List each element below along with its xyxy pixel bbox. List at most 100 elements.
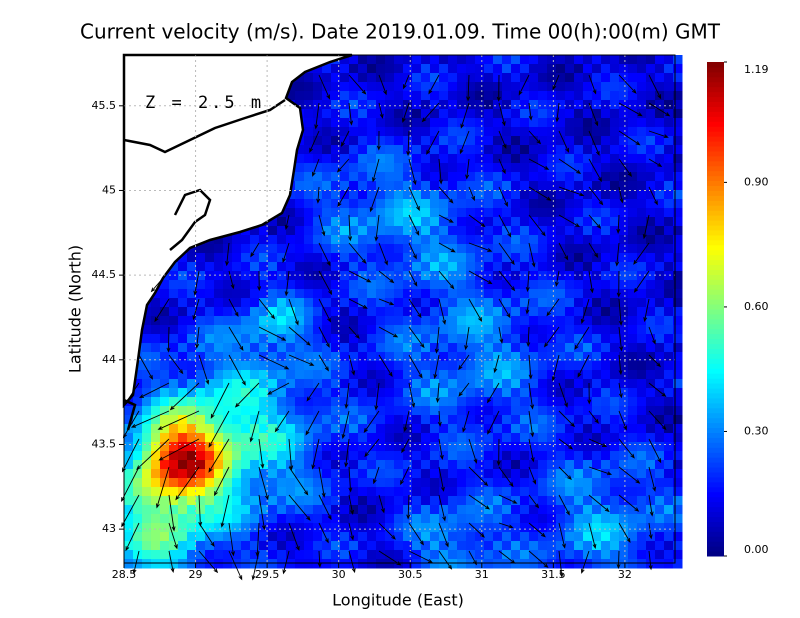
field-cell	[187, 496, 197, 506]
field-cell	[322, 550, 332, 560]
field-cell	[610, 334, 620, 344]
field-cell	[331, 397, 341, 407]
field-cell	[178, 460, 188, 470]
field-cell	[475, 154, 485, 164]
field-cell	[340, 397, 350, 407]
field-cell	[565, 433, 575, 443]
field-cell	[385, 532, 395, 542]
field-cell	[124, 559, 134, 569]
field-cell	[196, 262, 206, 272]
field-cell	[331, 271, 341, 281]
field-cell	[349, 289, 359, 299]
field-cell	[241, 460, 251, 470]
field-cell	[304, 487, 314, 497]
field-cell	[673, 271, 683, 281]
field-cell	[349, 424, 359, 434]
arrow	[316, 186, 321, 204]
field-cell	[502, 91, 512, 101]
field-cell	[511, 496, 521, 506]
coast-inland	[123, 398, 137, 431]
field-cell	[367, 253, 377, 263]
field-cell	[412, 136, 422, 146]
field-cell	[376, 64, 386, 74]
field-cell	[394, 127, 404, 137]
field-cell	[601, 334, 611, 344]
field-cell	[178, 334, 188, 344]
field-cell	[565, 451, 575, 461]
colorbar-swatch	[707, 116, 724, 122]
colorbar-swatch	[707, 234, 724, 241]
field-cell	[520, 415, 530, 425]
field-cell	[142, 424, 152, 434]
field-cell	[547, 469, 557, 479]
field-cell	[295, 172, 305, 182]
field-cell	[637, 109, 647, 119]
field-cell	[610, 82, 620, 92]
field-cell	[556, 514, 566, 524]
field-cell	[547, 541, 557, 551]
field-cell	[655, 451, 665, 461]
field-cell	[484, 127, 494, 137]
field-cell	[250, 298, 260, 308]
field-cell	[241, 235, 251, 245]
field-cell	[313, 127, 323, 137]
field-cell	[313, 235, 323, 245]
field-cell	[448, 226, 458, 236]
field-cell	[142, 397, 152, 407]
field-cell	[385, 217, 395, 227]
field-cell	[376, 334, 386, 344]
field-cell	[520, 127, 530, 137]
field-cell	[520, 64, 530, 74]
field-cell	[385, 514, 395, 524]
arrow	[258, 494, 266, 531]
field-cell	[331, 523, 341, 533]
field-cell	[574, 361, 584, 371]
field-cell	[394, 280, 404, 290]
field-cell	[502, 505, 512, 515]
field-cell	[160, 514, 170, 524]
field-cell	[439, 469, 449, 479]
field-cell	[376, 163, 386, 173]
field-cell	[529, 433, 539, 443]
field-cell	[610, 55, 620, 65]
field-cell	[214, 352, 224, 362]
field-cell	[511, 424, 521, 434]
arrow	[468, 522, 485, 538]
arrow	[558, 438, 574, 450]
field-cell	[583, 91, 593, 101]
field-cell	[475, 505, 485, 515]
arrow	[528, 522, 546, 538]
field-cell	[304, 190, 314, 200]
field-cell	[403, 361, 413, 371]
field-cell	[457, 352, 467, 362]
field-cell	[493, 505, 503, 515]
field-cell	[205, 316, 215, 326]
field-cell	[520, 433, 530, 443]
field-cell	[583, 145, 593, 155]
field-cell	[502, 217, 512, 227]
field-cell	[412, 298, 422, 308]
field-cell	[250, 271, 260, 281]
field-cell	[349, 262, 359, 272]
colorbar-swatch	[707, 215, 724, 221]
colorbar-swatch	[707, 76, 724, 83]
field-cell	[412, 235, 422, 245]
field-cell	[547, 505, 557, 515]
field-cell	[601, 136, 611, 146]
field-cell	[646, 154, 656, 164]
field-cell	[529, 469, 539, 479]
field-cell	[511, 244, 521, 254]
field-cell	[322, 199, 332, 209]
field-cell	[493, 460, 503, 470]
field-cell	[385, 199, 395, 209]
field-cell	[133, 460, 143, 470]
field-cell	[655, 253, 665, 263]
arrow	[193, 270, 200, 296]
field-cell	[547, 289, 557, 299]
colorbar-swatch	[707, 170, 724, 177]
field-cell	[565, 397, 575, 407]
field-cell	[511, 100, 521, 110]
field-cell	[457, 451, 467, 461]
field-cell	[421, 271, 431, 281]
field-cell	[340, 235, 350, 245]
